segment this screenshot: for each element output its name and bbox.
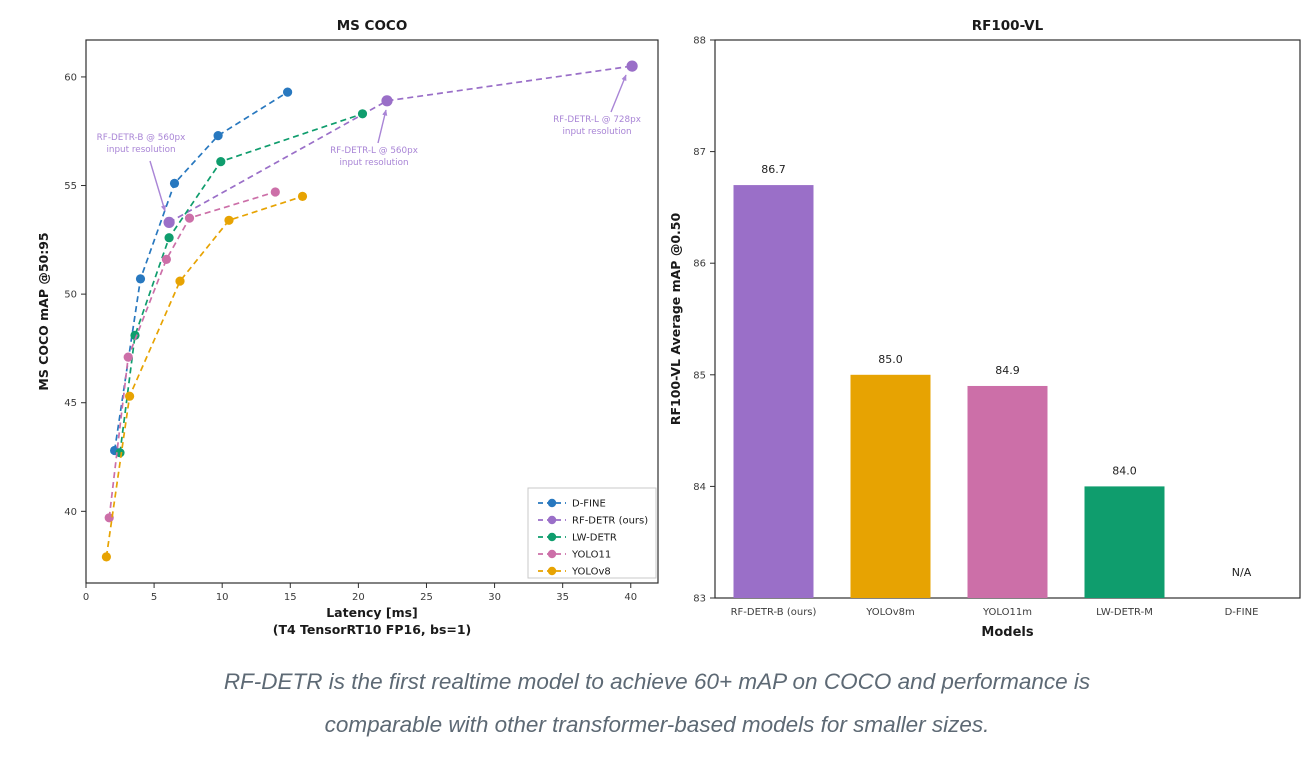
rf100-xlabel: Models xyxy=(981,625,1033,640)
bar-value-label: 86.7 xyxy=(761,163,786,176)
caption-line-1: RF-DETR is the first realtime model to a… xyxy=(223,669,1091,694)
bar-lw-detr-m xyxy=(1084,486,1165,598)
bar-yolov8m xyxy=(850,374,931,598)
data-point xyxy=(626,60,638,72)
annotation-text: input resolution xyxy=(562,127,631,137)
data-point xyxy=(163,216,175,228)
x-tick-label: 5 xyxy=(151,592,157,603)
x-tick-label: 10 xyxy=(216,592,229,603)
y-tick-label: 85 xyxy=(693,370,706,381)
bar-yolo11m xyxy=(967,385,1048,598)
data-point xyxy=(101,552,111,562)
bar-value-label: N/A xyxy=(1232,566,1252,579)
data-point xyxy=(297,191,308,201)
y-tick-label: 86 xyxy=(693,259,706,270)
y-tick-label: 88 xyxy=(693,36,706,47)
annotation-arrow xyxy=(149,160,166,212)
bar-value-label: 84.9 xyxy=(995,364,1020,377)
series-yolo11 xyxy=(104,187,280,523)
bar-category-label: RF-DETR-B (ours) xyxy=(731,607,817,618)
data-point xyxy=(125,391,135,401)
y-tick-label: 84 xyxy=(693,482,706,493)
coco-ylabel: MS COCO mAP @50:95 xyxy=(36,232,51,390)
data-point xyxy=(381,95,393,107)
data-point xyxy=(216,157,226,167)
coco-plot-frame xyxy=(85,39,659,584)
data-point xyxy=(175,276,185,286)
legend-label: YOLOv8 xyxy=(571,567,611,578)
bar-category-label: LW-DETR-M xyxy=(1096,607,1153,618)
data-point xyxy=(115,448,125,458)
series-yolov8 xyxy=(101,191,308,562)
x-tick-label: 0 xyxy=(83,592,89,603)
x-tick-label: 15 xyxy=(284,592,297,603)
coco-legend: D-FINE RF-DETR (ours) LW-DETR YOLO11 YOLOv8 xyxy=(527,487,657,579)
y-tick-label: 50 xyxy=(64,290,77,301)
series-lw-detr xyxy=(115,109,368,458)
legend-label: D-FINE xyxy=(572,499,606,510)
data-point xyxy=(164,233,174,243)
legend-marker-dot xyxy=(547,549,557,559)
data-point xyxy=(224,215,234,225)
bar-category-label: YOLO11m xyxy=(982,607,1032,618)
data-point xyxy=(184,213,195,223)
x-tick-label: 30 xyxy=(488,592,501,603)
annotation-rf-detr-b-560px: RF-DETR-B @ 560px input resolution xyxy=(97,133,186,212)
data-point xyxy=(213,131,223,141)
data-point xyxy=(135,274,146,284)
annotation-rf-detr-l-728px: RF-DETR-L @ 728px input resolution xyxy=(553,74,641,137)
data-point xyxy=(161,254,171,264)
rf100-title: RF100-VL xyxy=(972,18,1044,34)
legend-label: RF-DETR (ours) xyxy=(572,516,648,527)
data-point xyxy=(169,178,180,188)
annotation-text: RF-DETR-B @ 560px xyxy=(97,133,186,143)
annotation-text: RF-DETR-L @ 728px xyxy=(553,115,641,125)
legend-marker-dot xyxy=(547,498,557,508)
x-tick-label: 35 xyxy=(556,592,569,603)
rf100-vl-bar-chart: RF100-VL 83 84 85 86 87 88 RF100-VL Average mAP… xyxy=(668,18,1301,640)
y-tick-label: 40 xyxy=(64,507,77,518)
x-tick-label: 40 xyxy=(624,592,637,603)
data-point xyxy=(104,513,114,523)
data-point xyxy=(357,109,368,119)
data-point xyxy=(283,87,293,97)
ms-coco-latency-chart: MS COCO 0 5 10 15 20 25 30 35 40 40 45 50 55 60 Latency… xyxy=(36,18,659,637)
data-point xyxy=(123,352,133,362)
legend-marker-dot xyxy=(547,566,557,576)
y-tick-label: 45 xyxy=(64,398,77,409)
bar-category-label: D-FINE xyxy=(1225,607,1259,618)
y-tick-label: 55 xyxy=(64,181,77,192)
bar-category-label: YOLOv8m xyxy=(865,607,915,618)
annotation-arrow xyxy=(377,109,388,144)
annotation-text: input resolution xyxy=(106,145,175,155)
annotation-text: RF-DETR-L @ 560px xyxy=(330,146,418,156)
x-tick-label: 20 xyxy=(352,592,365,603)
annotation-arrow xyxy=(610,74,627,113)
data-point xyxy=(130,330,140,340)
annotation-text: input resolution xyxy=(339,158,408,168)
legend-marker-dot xyxy=(547,532,557,542)
bar-value-label: 85.0 xyxy=(878,353,903,366)
data-point xyxy=(270,187,280,197)
y-tick-label: 87 xyxy=(693,147,706,158)
legend-label: LW-DETR xyxy=(572,533,617,544)
x-tick-label: 25 xyxy=(420,592,433,603)
legend-label: YOLO11 xyxy=(571,550,611,561)
caption-line-2: comparable with other transformer-based … xyxy=(324,712,990,737)
series-rf-detr-ours- xyxy=(163,60,638,228)
bar-value-label: 84.0 xyxy=(1112,464,1137,477)
annotation-rf-detr-l-560px: RF-DETR-L @ 560px input resolution xyxy=(330,109,418,168)
figure-caption: RF-DETR is the first realtime model to a… xyxy=(0,660,1314,746)
coco-xlabel: Latency [ms] xyxy=(326,605,418,620)
coco-xlabel-sub: (T4 TensorRT10 FP16, bs=1) xyxy=(273,622,472,637)
y-tick-label: 60 xyxy=(64,72,77,83)
rf100-ylabel: RF100-VL Average mAP @0.50 xyxy=(668,213,683,426)
coco-title: MS COCO xyxy=(337,18,408,34)
y-tick-label: 83 xyxy=(693,594,706,605)
bar-rf-detr-b-ours- xyxy=(733,185,814,598)
legend-marker-dot xyxy=(547,515,557,525)
